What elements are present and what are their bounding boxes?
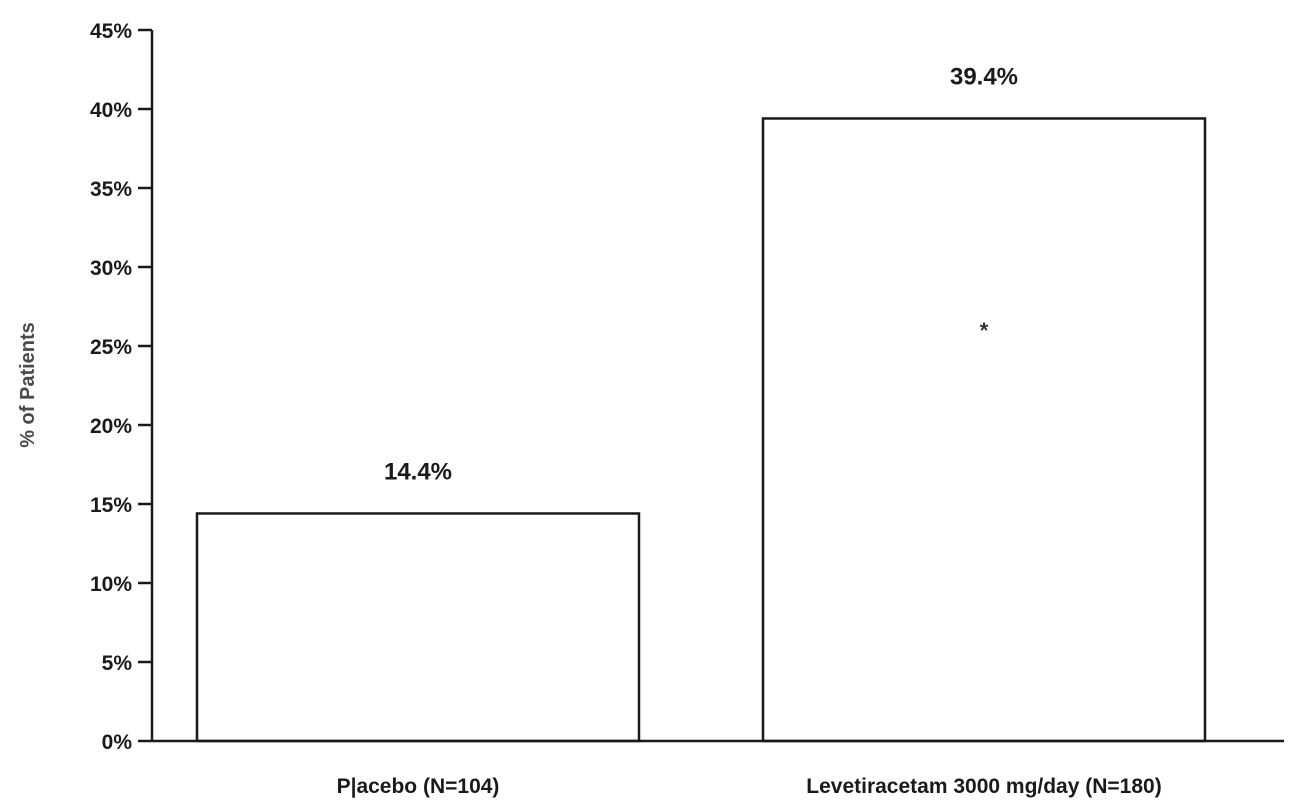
y-tick-label: 30%	[90, 257, 132, 280]
y-axis: 0% 5% 10% 15% 20% 25% 30% 35% 40% 45%	[90, 20, 154, 754]
significance-marker: *	[980, 318, 989, 343]
category-label-1: Levetiracetam 3000 mg/day (N=180)	[806, 775, 1161, 798]
bar-0	[195, 512, 641, 743]
data-label-0: 14.4%	[384, 458, 452, 485]
y-tick-label: 20%	[90, 415, 132, 438]
y-tick-label: 15%	[90, 494, 132, 517]
y-tick-label: 0%	[102, 731, 133, 754]
data-label-1: 39.4%	[950, 63, 1018, 90]
y-tick-label: 40%	[90, 99, 132, 122]
y-axis-label: % of Patients	[17, 322, 39, 448]
x-axis: P|acebo (N=104) Levetiracetam 3000 mg/day…	[152, 739, 1284, 798]
bar-1	[761, 117, 1207, 743]
y-tick-label: 45%	[90, 20, 132, 43]
y-tick-label: 10%	[90, 573, 132, 596]
y-tick-label: 35%	[90, 178, 132, 201]
category-label-0: P|acebo (N=104)	[337, 775, 500, 798]
bars: 14.4% 39.4% *	[195, 63, 1207, 743]
y-tick-label: 5%	[102, 652, 133, 675]
y-tick-label: 25%	[90, 336, 132, 359]
